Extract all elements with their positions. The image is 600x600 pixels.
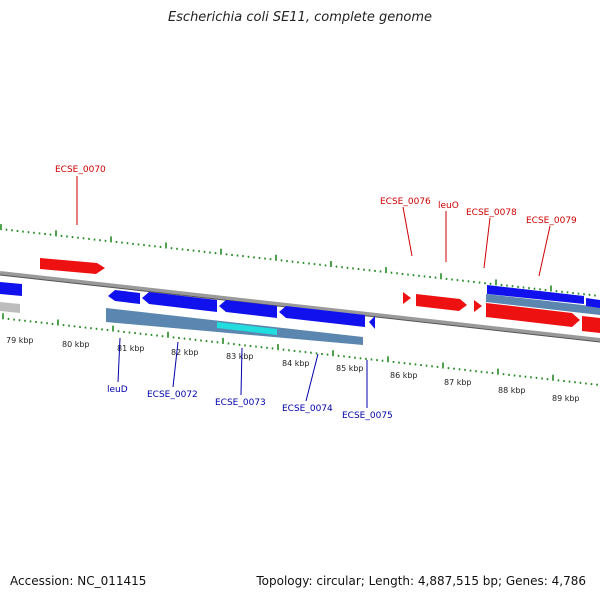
gene-ecse-0079-arrow[interactable]: [582, 316, 600, 333]
cds-bar-highlight: [217, 322, 277, 335]
forward-label-callouts: [76, 176, 551, 277]
forward-labels: ECSE_0070 ECSE_0076 leuO ECSE_0078 ECSE_…: [55, 165, 577, 226]
gene-label-ecse-0078[interactable]: ECSE_0078: [466, 208, 517, 218]
gene-ecse-0078-arrow[interactable]: [486, 303, 580, 327]
gene-ecse-0073-arrow[interactable]: [219, 300, 277, 318]
kbp-label: 89 kbp: [552, 394, 580, 403]
reverse-labels: leuD ECSE_0072 ECSE_0073 ECSE_0074 ECSE_…: [107, 385, 393, 421]
gene-ecse-0070-arrow[interactable]: [40, 258, 105, 274]
gene-label-ecse-0079[interactable]: ECSE_0079: [526, 216, 577, 226]
gene-ecse-0078-arrow-small[interactable]: [474, 300, 482, 312]
gene-left-partial-arrow[interactable]: [0, 282, 22, 296]
kbp-label: 87 kbp: [444, 378, 472, 387]
cds-bar-right: [486, 294, 600, 315]
kbp-label: 83 kbp: [226, 352, 254, 361]
genome-title: Escherichia coli SE11, complete genome: [167, 10, 433, 25]
gene-ecse-0076-arrow[interactable]: [403, 292, 411, 304]
gene-label-ecse-0073[interactable]: ECSE_0073: [215, 398, 266, 408]
gene-label-ecse-0074[interactable]: ECSE_0074: [282, 404, 333, 414]
genome-backbone: [0, 271, 600, 342]
gene-label-ecse-0070[interactable]: ECSE_0070: [55, 165, 106, 175]
forward-genes: [40, 258, 600, 333]
gene-label-ecse-0075[interactable]: ECSE_0075: [342, 411, 393, 421]
gene-label-leud[interactable]: leuD: [107, 385, 128, 395]
kbp-label: 82 kbp: [171, 348, 199, 357]
kbp-label: 81 kbp: [117, 344, 145, 353]
forward-tick-track: [0, 224, 596, 297]
gene-leud-arrow[interactable]: [108, 290, 140, 304]
gene-ecse-0078-rev-arrow[interactable]: [487, 285, 584, 304]
gene-label-ecse-0072[interactable]: ECSE_0072: [147, 390, 198, 400]
genome-summary: Topology: circular; Length: 4,887,515 bp…: [256, 574, 586, 588]
gene-ecse-0074-arrow[interactable]: [279, 306, 365, 327]
kbp-label: 84 kbp: [282, 359, 310, 368]
accession-label: Accession: NC_011415: [10, 574, 147, 588]
reverse-tick-track: [2, 313, 598, 386]
reverse-label-callouts: [117, 337, 368, 408]
gene-ecse-0075-arrow[interactable]: [369, 316, 375, 329]
kbp-scale: 79 kbp 80 kbp 81 kbp 82 kbp 83 kbp 84 kb…: [6, 336, 580, 403]
kbp-label: 86 kbp: [390, 371, 418, 380]
gene-leuo-arrow[interactable]: [416, 294, 467, 311]
gene-label-leuo[interactable]: leuO: [438, 201, 459, 211]
kbp-label: 85 kbp: [336, 364, 364, 373]
gene-right-edge-arrow[interactable]: [586, 298, 600, 308]
partial-gene-left: [0, 302, 20, 313]
gene-ecse-0072-arrow[interactable]: [142, 292, 217, 312]
kbp-label: 79 kbp: [6, 336, 34, 345]
gene-label-ecse-0076[interactable]: ECSE_0076: [380, 197, 431, 207]
kbp-label: 88 kbp: [498, 386, 526, 395]
kbp-label: 80 kbp: [62, 340, 90, 349]
reverse-genes: [0, 282, 600, 345]
